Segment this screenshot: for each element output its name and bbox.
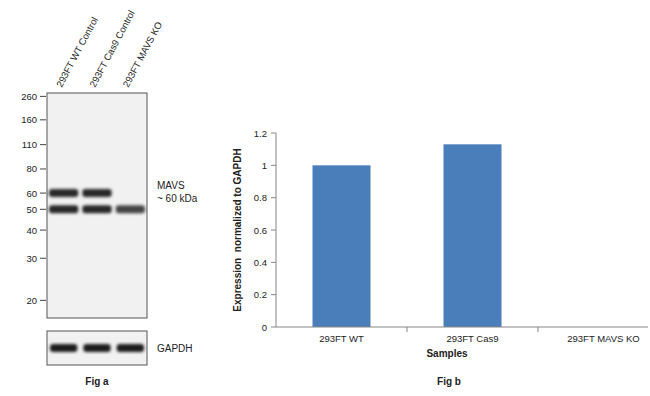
blot-bands	[49, 189, 145, 213]
panel-caption: Fig b	[437, 376, 461, 387]
x-tick-label: 293FT WT	[319, 333, 364, 344]
y-tick	[271, 294, 276, 295]
blot-band	[82, 189, 111, 197]
y-tick	[271, 230, 276, 231]
x-tick-label: 293FT MAVS KO	[567, 333, 640, 344]
target-size: ~ 60 kDa	[157, 193, 198, 204]
y-axis-title: Expression normalized to GAPDH	[232, 148, 243, 311]
blot-band	[49, 189, 78, 197]
blot-band	[82, 205, 111, 213]
marker-label: 110	[22, 139, 37, 150]
x-axis: 293FT WT 293FT Cas9 293FT MAVS KO	[276, 327, 650, 344]
loading-control-bands	[50, 344, 144, 352]
loading-control-label: GAPDH	[157, 343, 193, 354]
y-tick	[271, 133, 276, 134]
y-tick	[271, 262, 276, 263]
marker-tick	[40, 209, 46, 210]
y-tick-label: 0.2	[254, 289, 267, 300]
y-tick-label: 0.8	[254, 192, 267, 203]
marker-tick	[40, 168, 46, 169]
marker-tick	[40, 96, 46, 97]
figure: 293FT WT Control293FT Cas9 Control293FT …	[0, 0, 650, 396]
bar	[313, 165, 371, 327]
y-tick-label: 1.2	[254, 128, 267, 139]
marker-tick	[40, 230, 46, 231]
loading-control-band	[117, 344, 144, 352]
bars	[313, 144, 502, 327]
panel-caption: Fig a	[85, 376, 109, 387]
marker-label: 80	[26, 163, 37, 174]
marker-tick	[40, 258, 46, 259]
marker-label: 50	[26, 204, 37, 215]
y-tick	[271, 327, 276, 328]
loading-control-membrane	[47, 331, 147, 365]
blot-membrane	[47, 93, 147, 318]
target-name: MAVS	[157, 180, 185, 191]
x-tick	[407, 327, 408, 332]
y-tick-label: 0	[262, 322, 267, 333]
y-tick-label: 1	[262, 160, 267, 171]
marker-tick	[40, 144, 46, 145]
y-axis: 0 0.2 0.4 0.6 0.8 1 1.2	[254, 128, 276, 333]
marker-label: 60	[26, 188, 37, 199]
x-axis-title: Samples	[426, 348, 468, 359]
marker-tick	[40, 119, 46, 120]
x-tick-label: 293FT Cas9	[446, 333, 498, 344]
y-tick	[271, 197, 276, 198]
y-tick-label: 0.6	[254, 225, 267, 236]
x-tick	[538, 327, 539, 332]
bar	[444, 144, 502, 327]
y-tick-label: 0.4	[254, 257, 267, 268]
marker-label: 160	[21, 114, 37, 125]
marker-tick	[40, 300, 46, 301]
loading-control-band	[83, 344, 110, 352]
lane-label: 293FT MAVS KO	[120, 20, 164, 89]
loading-control-band	[50, 344, 77, 352]
marker-label: 30	[26, 253, 37, 264]
blot-band	[49, 205, 78, 213]
marker-tick	[40, 193, 46, 194]
marker-label: 40	[26, 225, 37, 236]
marker-label: 20	[26, 295, 37, 306]
blot-band	[116, 205, 145, 213]
marker-label: 260	[21, 91, 37, 102]
x-axis-line	[276, 327, 648, 328]
y-tick	[271, 165, 276, 166]
